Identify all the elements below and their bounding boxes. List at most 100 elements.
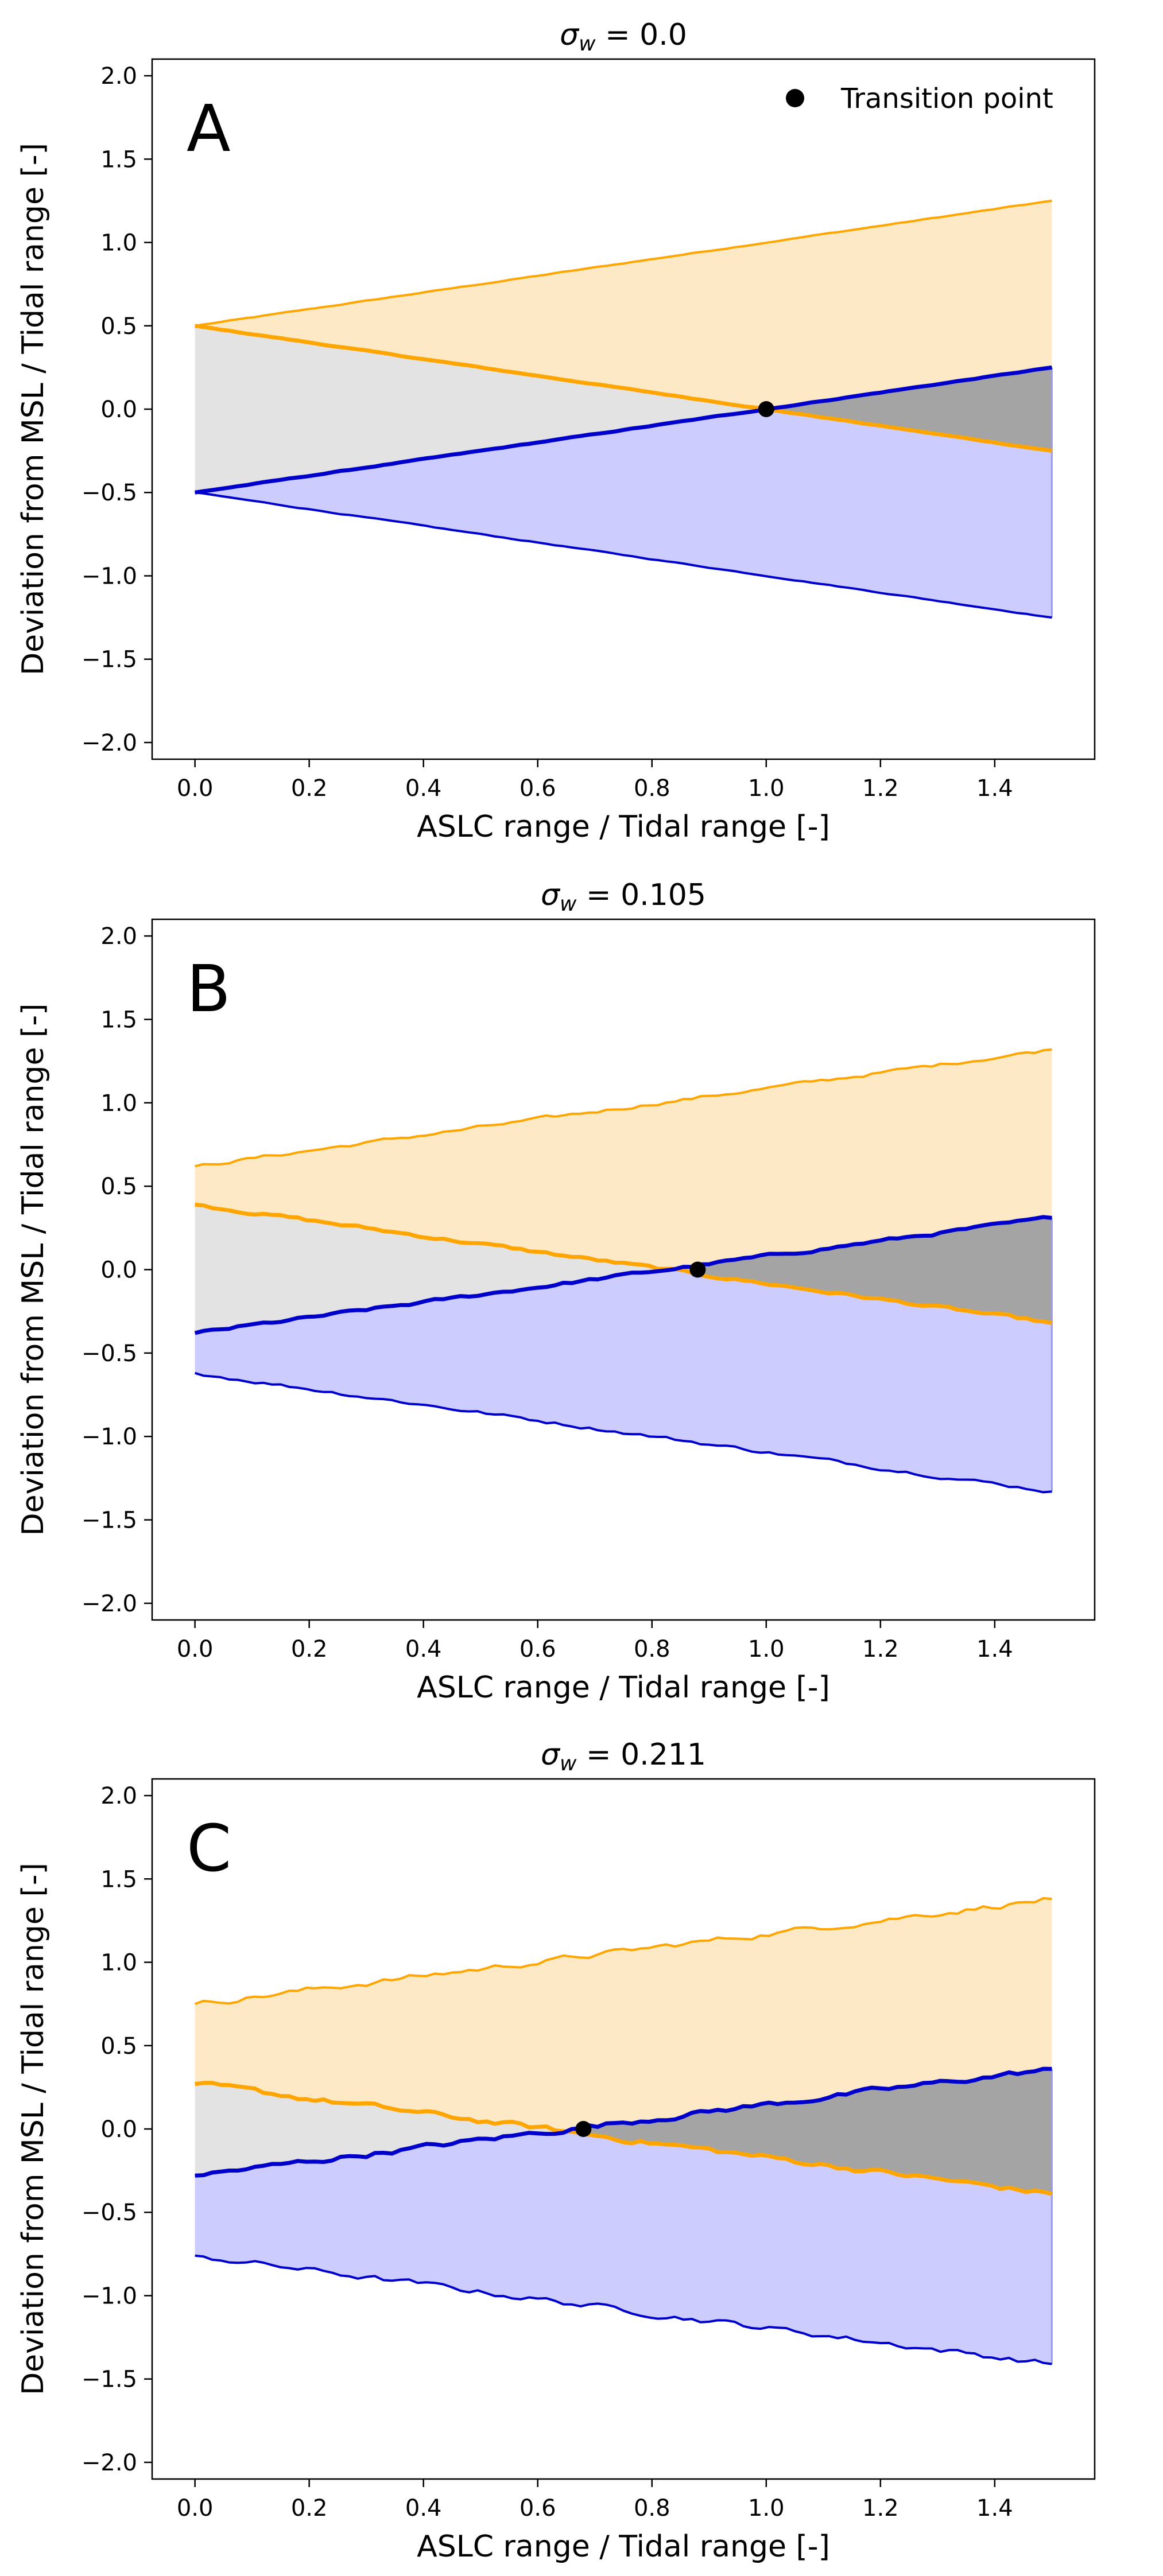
y-tick-label: 1.5 xyxy=(100,1866,137,1893)
title-subscript: w xyxy=(560,1752,577,1775)
high-water-band xyxy=(195,1049,1052,1269)
series-line-high-lower xyxy=(195,1202,1052,1325)
series-line-high-lower xyxy=(195,2081,1053,2196)
x-tick-label: 0.6 xyxy=(520,2495,556,2521)
x-tick-label: 0.6 xyxy=(520,775,556,802)
series-line-high-upper xyxy=(195,1048,1052,1168)
transition-point-marker xyxy=(575,2121,592,2137)
title-symbol: σ xyxy=(560,18,580,52)
series-line-low-lower xyxy=(195,1371,1052,1494)
panel-title: σw = 0.105 xyxy=(541,878,706,916)
x-tick-label: 1.4 xyxy=(976,2495,1013,2521)
title-value: = 0.105 xyxy=(576,878,706,912)
chart-panel-a: 0.0 0.2 0.4 0.6 0.8 1.0 1.2 1.4 −2.0 −1.5 −1.0 −0.5… xyxy=(16,18,1096,844)
y-tick-label: 1.0 xyxy=(100,1090,137,1117)
y-tick-label: −2.0 xyxy=(82,2450,137,2476)
neutral-band xyxy=(195,325,761,493)
x-tick-label: 0.0 xyxy=(177,775,214,802)
x-tick-label: 1.2 xyxy=(862,775,899,802)
overlap-band xyxy=(692,1217,1052,1323)
x-tick-label: 0.6 xyxy=(520,1636,556,1662)
x-tick-label: 0.2 xyxy=(291,1636,328,1662)
low-water-band xyxy=(195,2131,1052,2364)
y-tick-label: −0.5 xyxy=(82,1341,137,1367)
transition-point-marker xyxy=(758,401,774,417)
title-symbol: σ xyxy=(541,878,561,912)
panel-title: σw = 0.0 xyxy=(560,18,687,56)
x-tick-label: 0.8 xyxy=(634,2495,670,2521)
y-tick-label: 0.0 xyxy=(100,397,137,423)
x-tick-label: 1.2 xyxy=(862,2495,899,2521)
panel-letter: C xyxy=(187,1812,231,1886)
y-tick-label: −2.0 xyxy=(82,1591,137,1617)
x-tick-label: 0.0 xyxy=(177,1636,214,1662)
y-tick-label: 2.0 xyxy=(100,923,137,950)
y-tick-label: −1.0 xyxy=(82,2283,137,2309)
chart-panel-c: 0.0 0.2 0.4 0.6 0.8 1.0 1.2 1.4 −2.0 −1.5 −1.0 −0.5… xyxy=(16,1738,1096,2564)
y-tick-label: 1.0 xyxy=(100,1950,137,1976)
y-tick-label: −1.0 xyxy=(82,563,137,589)
y-tick-label: −0.5 xyxy=(82,480,137,506)
series-line-low-upper xyxy=(195,2066,1052,2178)
title-subscript: w xyxy=(579,32,596,56)
series-line-high-lower xyxy=(195,324,1052,453)
title-symbol: σ xyxy=(541,1738,561,1772)
series-line-low-upper xyxy=(195,365,1052,495)
overlap-band xyxy=(580,2069,1052,2194)
title-subscript: w xyxy=(560,892,577,916)
y-tick-label: −0.5 xyxy=(82,2200,137,2226)
neutral-band xyxy=(195,1205,692,1333)
x-tick-label: 0.4 xyxy=(405,775,442,802)
y-tick-label: 2.0 xyxy=(100,63,137,90)
y-tick-label: 1.5 xyxy=(100,146,137,173)
y-tick-label: 0.0 xyxy=(100,2116,137,2143)
y-tick-label: 1.0 xyxy=(100,230,137,257)
series-line-high-upper xyxy=(194,1897,1052,2005)
x-tick-label: 1.4 xyxy=(976,1636,1013,1662)
panel-title: σw = 0.211 xyxy=(541,1738,706,1775)
chart-panel-b: 0.0 0.2 0.4 0.6 0.8 1.0 1.2 1.4 −2.0 −1.5 −1.0 −0.5… xyxy=(16,878,1096,1705)
x-tick-label: 1.0 xyxy=(748,2495,785,2521)
panel-letter: A xyxy=(187,92,231,166)
panel-letter: B xyxy=(187,952,231,1027)
legend-marker xyxy=(786,89,804,107)
transition-point-marker xyxy=(689,1261,706,1278)
y-tick-label: −1.0 xyxy=(82,1424,137,1450)
series-line-low-upper xyxy=(194,1215,1052,1335)
x-tick-label: 1.0 xyxy=(748,775,785,802)
y-tick-label: −1.5 xyxy=(82,647,137,673)
series-line-high-upper xyxy=(195,199,1052,327)
x-tick-label: 0.2 xyxy=(291,2495,328,2521)
x-tick-label: 0.4 xyxy=(405,2495,442,2521)
series-line-low-lower xyxy=(195,491,1052,619)
y-tick-label: 0.5 xyxy=(100,1174,137,1200)
series-line-low-lower xyxy=(195,2254,1052,2365)
x-tick-label: 0.8 xyxy=(634,775,670,802)
y-tick-label: −1.5 xyxy=(82,1507,137,1534)
x-tick-label: 0.8 xyxy=(634,1636,670,1662)
y-axis-label: Deviation from MSL / Tidal range [-] xyxy=(16,1004,51,1536)
x-axis-label: ASLC range / Tidal range [-] xyxy=(417,2530,830,2564)
x-tick-label: 1.4 xyxy=(976,775,1013,802)
y-tick-label: −1.5 xyxy=(82,2367,137,2393)
legend-label: Transition point xyxy=(840,83,1053,115)
y-tick-label: 0.5 xyxy=(100,2033,137,2060)
y-tick-label: −2.0 xyxy=(82,730,137,756)
title-value: = 0.0 xyxy=(596,18,687,52)
x-tick-label: 0.0 xyxy=(177,2495,214,2521)
low-water-band xyxy=(195,1269,1052,1493)
x-axis-label: ASLC range / Tidal range [-] xyxy=(417,810,830,844)
overlap-band xyxy=(760,367,1052,451)
x-tick-label: 0.4 xyxy=(405,1636,442,1662)
y-tick-label: 0.0 xyxy=(100,1257,137,1284)
y-axis-label: Deviation from MSL / Tidal range [-] xyxy=(16,1863,51,2395)
x-tick-label: 0.2 xyxy=(291,775,328,802)
title-value: = 0.211 xyxy=(576,1738,706,1772)
y-tick-label: 1.5 xyxy=(100,1007,137,1033)
neutral-band xyxy=(195,2082,581,2176)
y-tick-label: 2.0 xyxy=(100,1783,137,1809)
high-water-band xyxy=(195,1898,1052,2131)
x-axis-label: ASLC range / Tidal range [-] xyxy=(417,1670,830,1705)
y-axis-label: Deviation from MSL / Tidal range [-] xyxy=(16,143,51,675)
x-tick-label: 1.0 xyxy=(748,1636,785,1662)
